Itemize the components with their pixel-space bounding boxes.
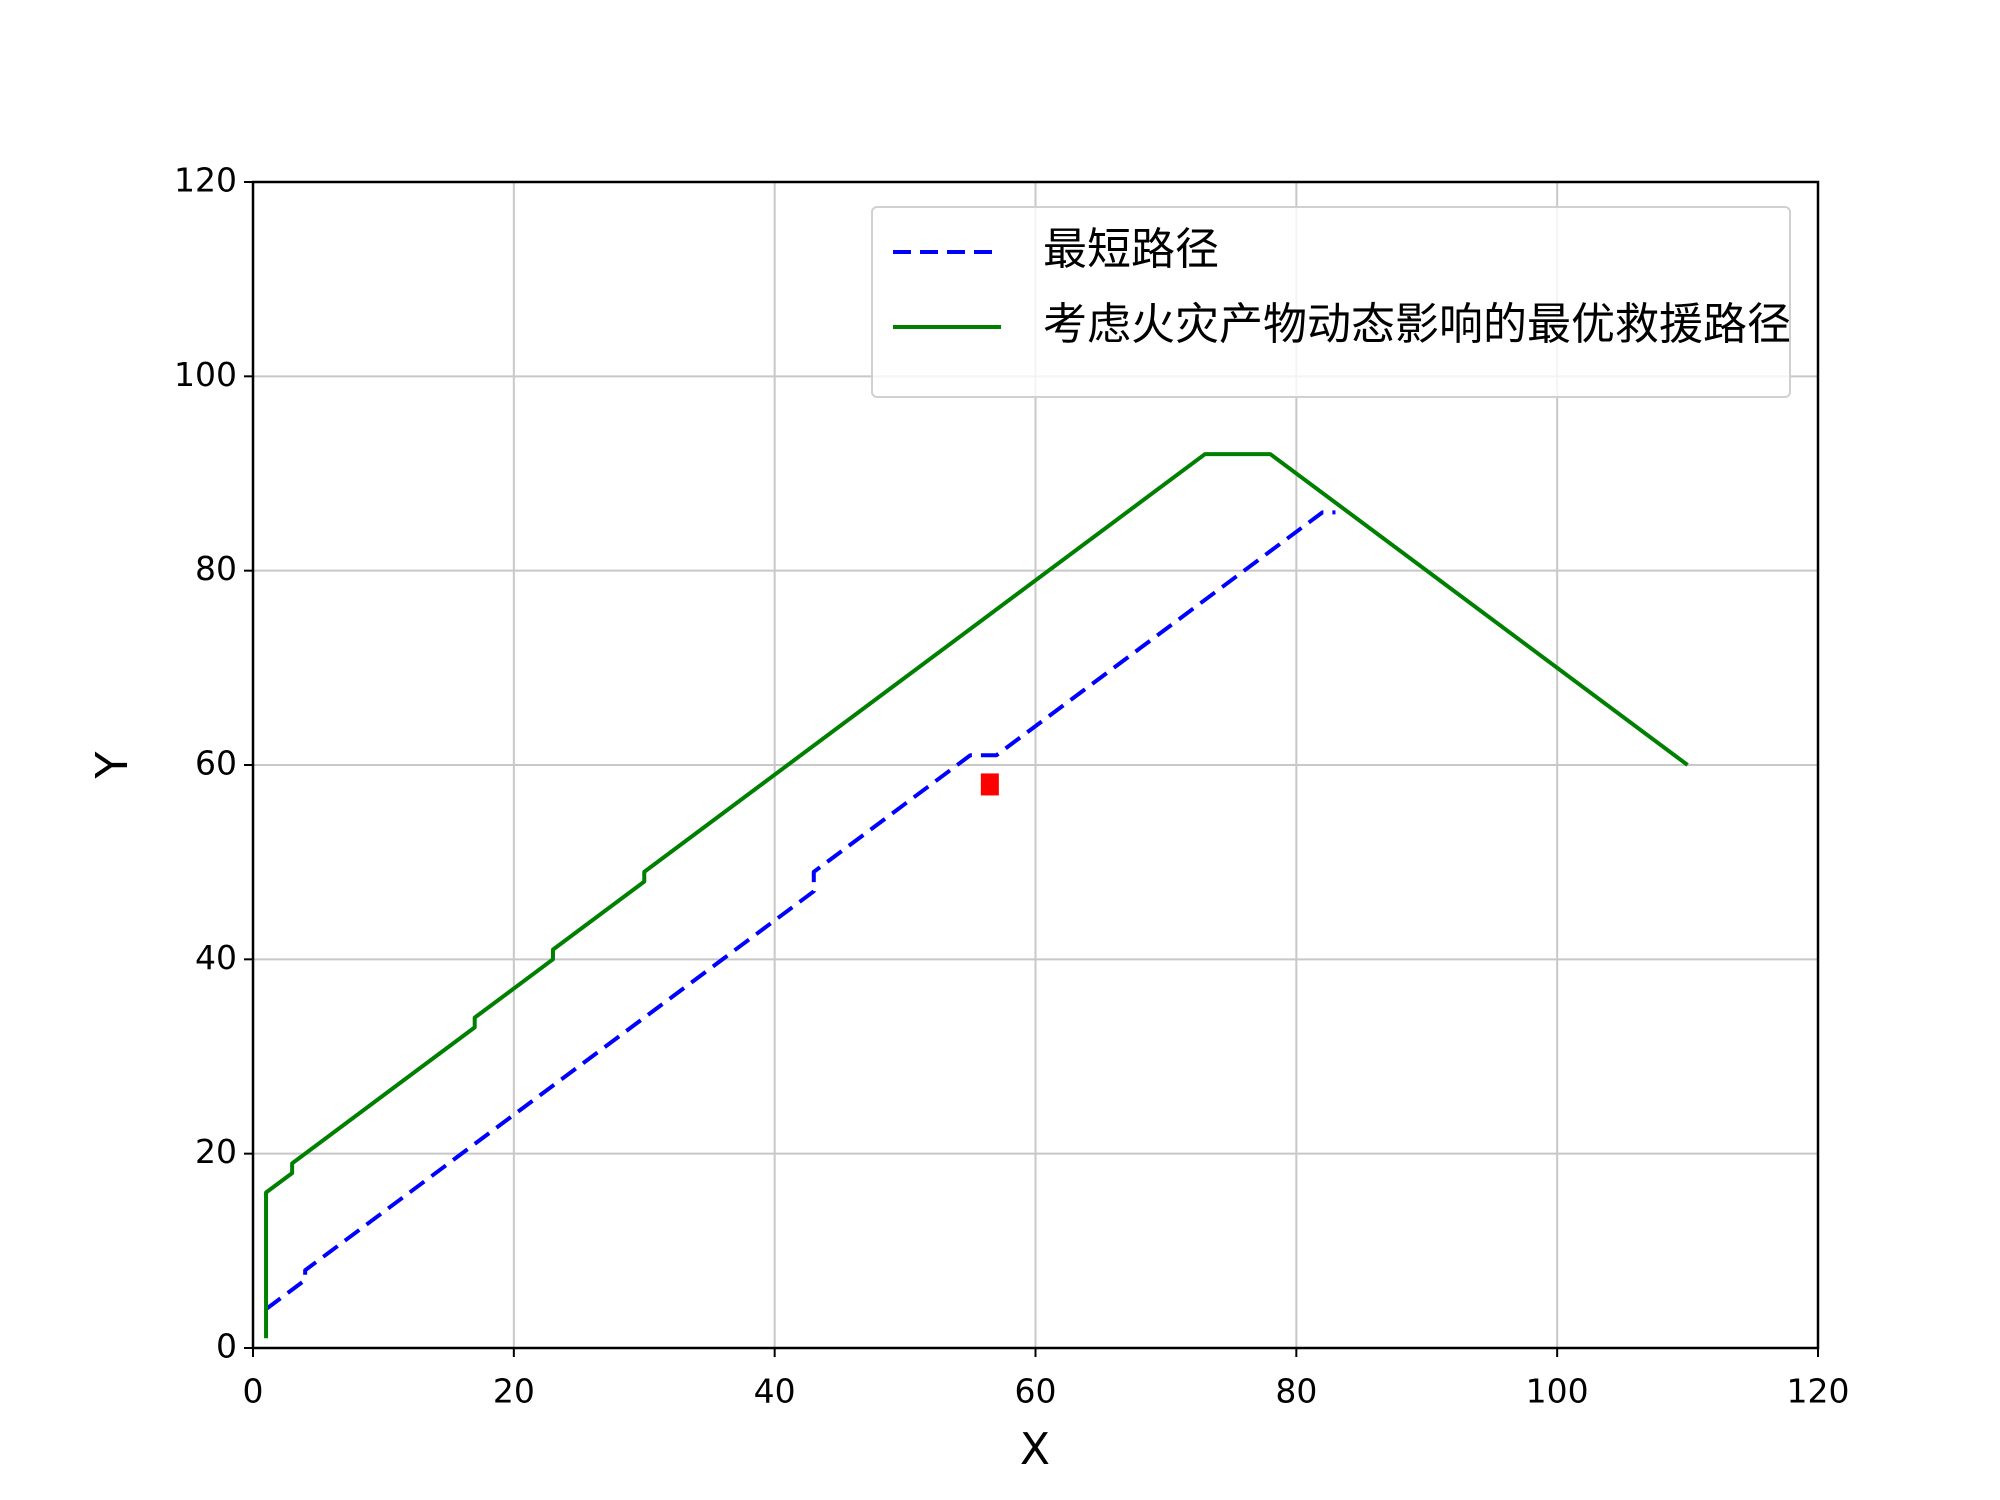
marker xyxy=(980,773,999,796)
x-axis-label: X xyxy=(1020,1424,1050,1475)
x-tick-label: 0 xyxy=(243,1372,264,1411)
legend-label: 考虑火灾产物动态影响的最优救援路径 xyxy=(1043,299,1791,350)
y-tick-label: 120 xyxy=(174,161,237,200)
x-tick-label: 40 xyxy=(754,1372,796,1411)
y-tick-label: 0 xyxy=(216,1327,237,1366)
x-tick-label: 100 xyxy=(1526,1372,1589,1411)
y-tick-label: 40 xyxy=(195,938,237,977)
y-tick-label: 80 xyxy=(195,549,237,588)
y-tick-label: 100 xyxy=(174,355,237,394)
x-tick-label: 20 xyxy=(493,1372,535,1411)
x-tick-label: 120 xyxy=(1787,1372,1850,1411)
y-tick-label: 60 xyxy=(195,744,237,783)
y-axis-label: Y xyxy=(87,751,138,779)
axes-frame xyxy=(251,180,1820,1350)
legend-label: 最短路径 xyxy=(1043,224,1219,275)
x-tick-label: 80 xyxy=(1275,1372,1317,1411)
line-series xyxy=(264,452,1689,1339)
line-series xyxy=(264,510,1336,1311)
legend-box xyxy=(871,206,1791,398)
y-tick-label: 20 xyxy=(195,1132,237,1171)
x-tick-label: 60 xyxy=(1015,1372,1057,1411)
